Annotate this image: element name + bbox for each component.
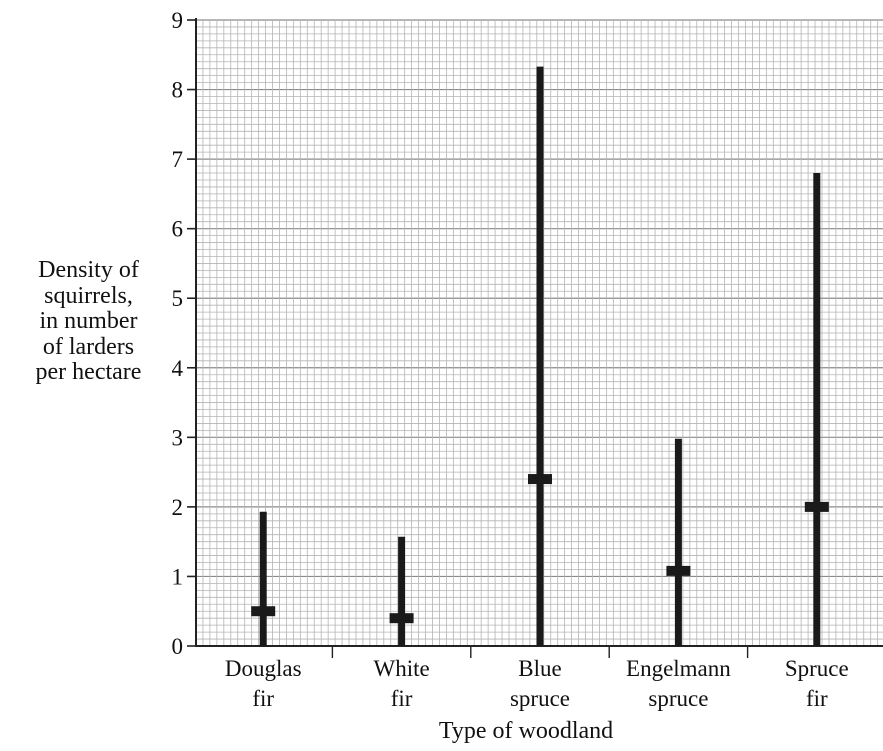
x-category-label: Blue <box>518 656 561 681</box>
mean-marker <box>804 501 829 512</box>
y-tick-label: 4 <box>172 356 184 381</box>
mean-marker <box>528 474 552 485</box>
x-category-label: Engelmann <box>626 656 731 681</box>
y-tick-label: 3 <box>172 425 184 450</box>
x-category-label: fir <box>252 686 274 711</box>
x-category-label: spruce <box>648 686 708 711</box>
y-axis-label-line: in number <box>39 308 138 334</box>
y-tick-label: 7 <box>172 147 184 172</box>
y-tick-label: 5 <box>172 286 184 311</box>
y-tick-label: 2 <box>172 495 184 520</box>
x-category-label: fir <box>806 686 828 711</box>
range-marks <box>251 66 829 646</box>
y-axis-label-line: squirrels, <box>44 282 133 309</box>
y-axis-label-line: of larders <box>42 333 135 360</box>
x-category-label: Douglas <box>225 656 302 681</box>
x-category-label: spruce <box>510 686 570 711</box>
axes <box>187 18 883 658</box>
y-axis-label-line: per hectare <box>35 359 142 385</box>
x-category-label: Spruce <box>785 656 849 681</box>
mean-marker <box>389 613 414 624</box>
y-tick-label: 1 <box>172 564 184 589</box>
y-axis-label-line: Density of <box>38 257 139 283</box>
mean-marker <box>251 606 276 617</box>
y-tick-label: 9 <box>172 8 184 33</box>
mean-marker <box>666 565 691 576</box>
x-category-label: fir <box>391 686 413 711</box>
y-tick-label: 6 <box>172 217 184 242</box>
x-axis-label: Type of woodland <box>438 718 614 744</box>
y-axis-label: Density of squirrels, in number of larde… <box>6 257 171 386</box>
y-tick-labels: 0 1 2 3 4 5 6 7 8 9 <box>172 8 184 659</box>
x-category-labels: Douglas fir White fir Blue spruce Engelmann spr… <box>225 656 849 711</box>
y-tick-label: 0 <box>172 634 184 659</box>
y-tick-label: 8 <box>172 78 184 103</box>
x-category-label: White <box>373 656 429 681</box>
